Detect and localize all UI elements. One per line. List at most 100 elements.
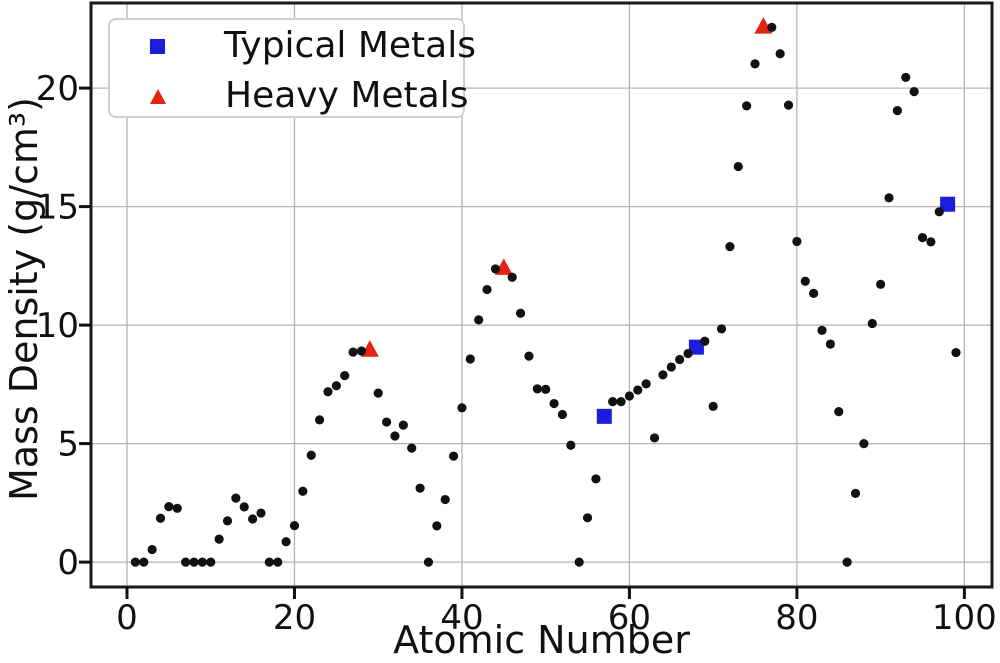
legend-entry-typical-metals: Typical Metals bbox=[110, 28, 476, 64]
data-point-elements-z69 bbox=[700, 336, 710, 346]
data-point-elements-z60 bbox=[624, 391, 635, 401]
data-point-elements-z87 bbox=[850, 488, 861, 498]
data-point-elements-z81 bbox=[800, 276, 810, 286]
data-point-elements-z15 bbox=[248, 514, 258, 524]
data-point-elements-z42 bbox=[474, 315, 484, 325]
data-point-elements-z78 bbox=[775, 49, 785, 59]
data-point-elements-z27 bbox=[348, 347, 358, 357]
data-point-elements-z41 bbox=[465, 354, 475, 364]
data-point-elements-z24 bbox=[323, 387, 333, 397]
data-point-elements-z89 bbox=[867, 318, 877, 329]
data-point-elements-z22 bbox=[306, 450, 316, 460]
data-point-elements-z55 bbox=[582, 513, 593, 523]
data-point-elements-z9 bbox=[197, 557, 207, 567]
y-tick-label-0: 0 bbox=[57, 543, 79, 583]
data-point-elements-z85 bbox=[834, 407, 844, 417]
data-point-elements-z10 bbox=[206, 557, 216, 567]
data-point-elements-z83 bbox=[817, 325, 827, 335]
y-axis-label: Mass Density (g/cm³) bbox=[2, 97, 46, 502]
data-point-elements-z35 bbox=[415, 483, 425, 493]
data-point-typical-metals-z98 bbox=[940, 196, 956, 212]
legend-label: Heavy Metals bbox=[225, 75, 469, 116]
data-point-elements-z23 bbox=[314, 415, 325, 425]
data-point-elements-z3 bbox=[147, 544, 157, 555]
legend-label: Typical Metals bbox=[224, 25, 476, 66]
legend: Typical Metals Heavy Metals bbox=[108, 18, 476, 118]
data-point-elements-z33 bbox=[398, 420, 408, 430]
data-point-elements-z70 bbox=[708, 401, 718, 411]
data-point-elements-z79 bbox=[783, 100, 794, 110]
data-point-elements-z47 bbox=[515, 308, 526, 318]
data-point-elements-z97 bbox=[934, 207, 944, 217]
legend-entry-heavy-metals: Heavy Metals bbox=[110, 78, 468, 114]
data-point-elements-z73 bbox=[733, 161, 743, 172]
x-axis-label: Atomic Number bbox=[393, 618, 690, 662]
data-point-elements-z56 bbox=[591, 474, 601, 484]
data-point-elements-z49 bbox=[532, 384, 542, 394]
data-point-elements-z48 bbox=[524, 351, 534, 361]
tick-layer: 0 20 40 60 80 100 0 5 10 15 20 bbox=[36, 69, 997, 638]
data-point-elements-z72 bbox=[725, 242, 735, 252]
data-point-elements-z96 bbox=[926, 237, 936, 247]
y-tick-label-10: 10 bbox=[36, 306, 79, 346]
data-point-elements-z80 bbox=[792, 236, 802, 247]
data-point-elements-z77 bbox=[767, 22, 777, 33]
data-point-elements-z93 bbox=[901, 72, 911, 83]
data-point-elements-z71 bbox=[716, 324, 727, 334]
data-point-elements-z19 bbox=[281, 537, 291, 547]
data-point-elements-z74 bbox=[742, 101, 752, 111]
data-point-elements-z46 bbox=[507, 272, 517, 282]
data-point-elements-z50 bbox=[541, 384, 551, 394]
data-point-elements-z88 bbox=[859, 439, 869, 449]
data-point-elements-z34 bbox=[407, 443, 417, 453]
data-point-elements-z64 bbox=[658, 370, 668, 380]
plot-border bbox=[89, 1, 994, 589]
data-point-elements-z63 bbox=[649, 433, 660, 443]
data-point-elements-z1 bbox=[130, 557, 140, 567]
data-point-elements-z2 bbox=[139, 557, 149, 567]
data-point-elements-z38 bbox=[440, 494, 450, 505]
x-tick-label-80: 80 bbox=[775, 598, 818, 638]
data-point-elements-z13 bbox=[231, 493, 241, 503]
data-point-elements-z16 bbox=[256, 508, 266, 518]
data-point-elements-z52 bbox=[557, 409, 568, 420]
data-point-elements-z51 bbox=[549, 398, 559, 409]
data-point-elements-z14 bbox=[239, 502, 249, 512]
data-point-elements-z39 bbox=[448, 451, 459, 461]
data-point-elements-z59 bbox=[616, 397, 626, 407]
data-point-elements-z54 bbox=[574, 557, 584, 567]
data-points-layer bbox=[130, 17, 961, 567]
y-tick-label-15: 15 bbox=[36, 188, 79, 228]
data-point-elements-z8 bbox=[189, 557, 199, 567]
x-tick-label-40: 40 bbox=[440, 598, 483, 638]
data-point-elements-z12 bbox=[222, 516, 233, 526]
data-point-elements-z62 bbox=[641, 379, 651, 389]
data-point-elements-z30 bbox=[373, 388, 383, 398]
data-point-elements-z44 bbox=[490, 264, 501, 274]
data-point-elements-z28 bbox=[356, 346, 367, 356]
data-point-elements-z7 bbox=[181, 557, 191, 567]
axes-frame bbox=[89, 1, 994, 589]
data-point-elements-z43 bbox=[482, 284, 492, 295]
data-point-elements-z91 bbox=[884, 193, 894, 203]
data-point-elements-z53 bbox=[566, 440, 576, 450]
x-tick-label-20: 20 bbox=[273, 598, 316, 638]
data-point-elements-z95 bbox=[917, 233, 928, 243]
x-tick-label-100: 100 bbox=[932, 598, 997, 638]
data-point-elements-z82 bbox=[809, 288, 819, 298]
y-tick-label-20: 20 bbox=[36, 69, 79, 109]
data-point-elements-z75 bbox=[750, 59, 760, 69]
data-point-typical-metals-z68 bbox=[688, 339, 704, 355]
data-point-elements-z90 bbox=[876, 279, 886, 289]
data-point-elements-z5 bbox=[164, 502, 174, 512]
y-tick-label-5: 5 bbox=[57, 425, 79, 465]
x-tick-label-0: 0 bbox=[116, 598, 138, 638]
red-triangle-marker-icon bbox=[150, 88, 166, 104]
data-point-elements-z26 bbox=[340, 370, 350, 381]
data-point-elements-z31 bbox=[381, 417, 392, 427]
x-tick-label-60: 60 bbox=[608, 598, 651, 638]
data-point-elements-z61 bbox=[633, 385, 643, 395]
data-point-elements-z32 bbox=[390, 431, 400, 441]
data-point-elements-z36 bbox=[423, 557, 434, 567]
